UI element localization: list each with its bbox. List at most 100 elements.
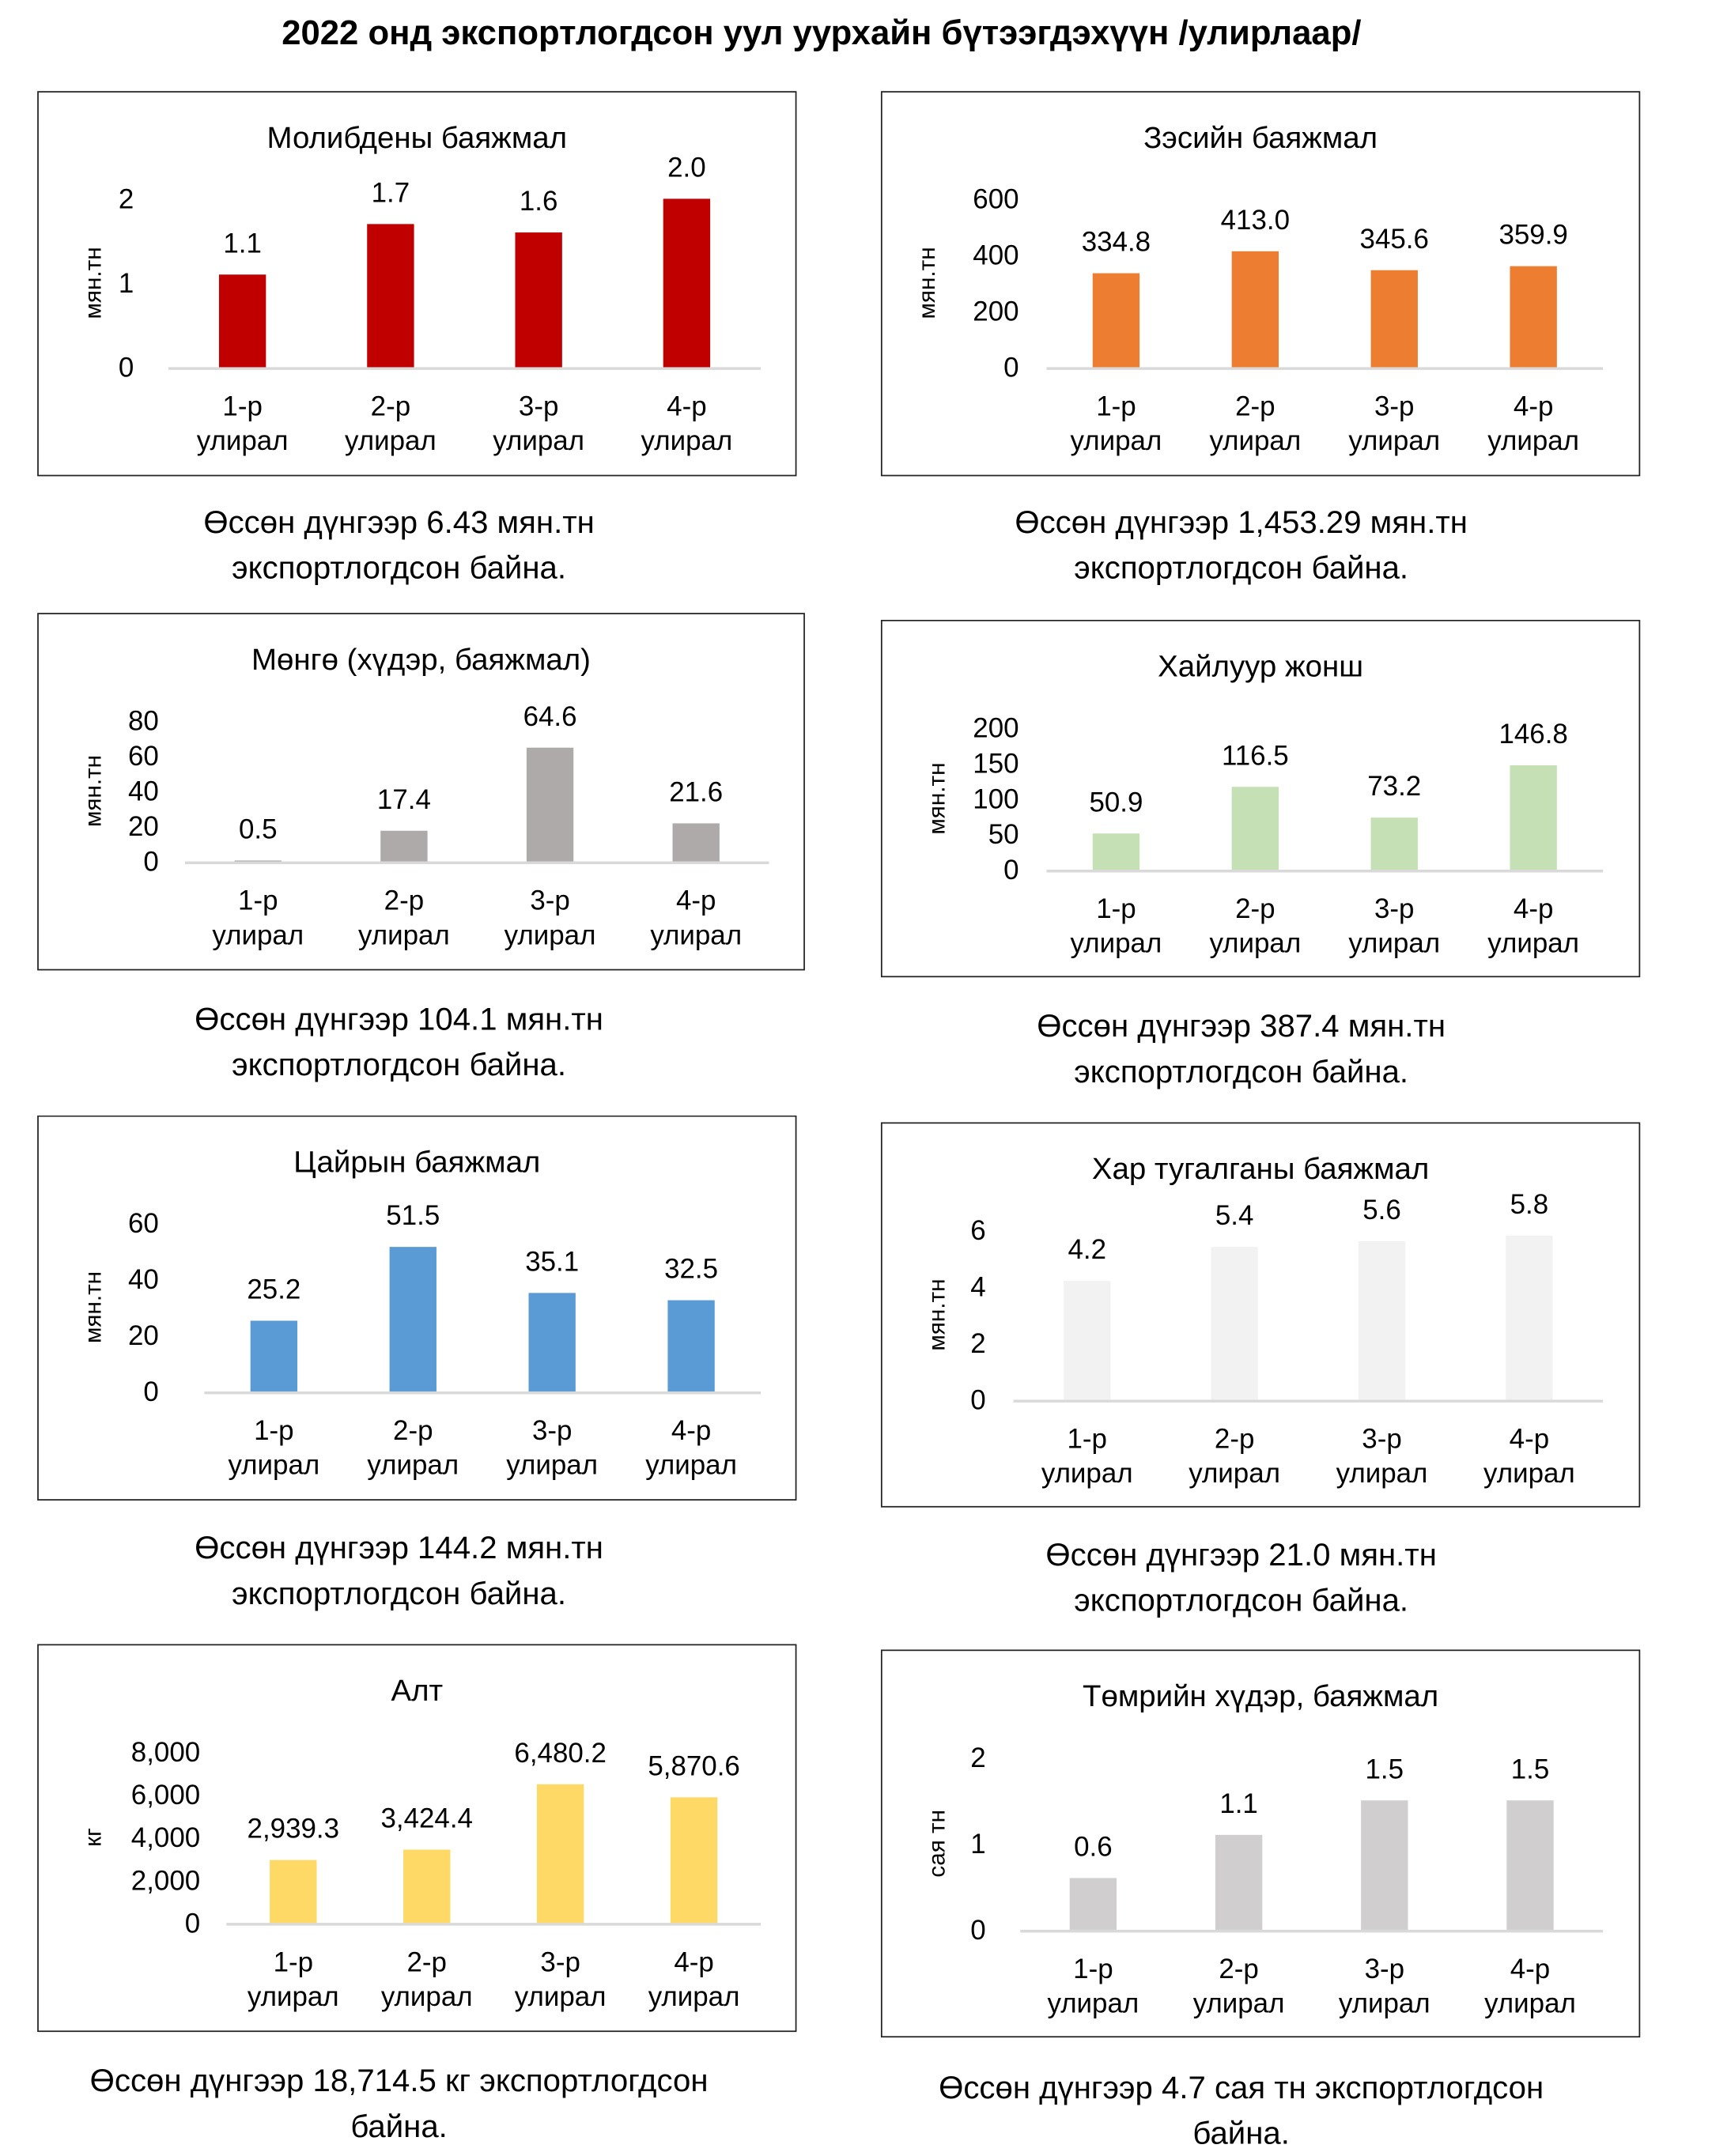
data-label: 3,424.4 — [380, 1803, 472, 1834]
chart-8: Төмрийн хүдэр, баяжмал 0 1 2 сая тн 0.6 1-р ули… — [880, 1649, 1641, 2038]
x-tick-label: 3-р — [1365, 1954, 1404, 1984]
data-label: 25.2 — [247, 1274, 300, 1305]
x-tick-label: улирал — [381, 1981, 473, 2012]
x-tick-label: улирал — [1336, 1458, 1428, 1489]
x-tick-label: 1-р — [238, 885, 278, 916]
y-tick-label: 40 — [128, 776, 159, 807]
bar — [670, 1797, 718, 1924]
caption-line: экспортлогдсон байна. — [1074, 1581, 1409, 1618]
x-tick-label: улирал — [1348, 928, 1440, 959]
y-tick-label: 1 — [119, 268, 134, 299]
caption-line: экспортлогдсон байна. — [1074, 549, 1409, 586]
x-tick-label: 4-р — [671, 1415, 711, 1446]
x-tick-label: 2-р — [1235, 391, 1275, 422]
x-tick-label: 3-р — [1374, 391, 1414, 422]
chart-plot: 0246мян.тн4.21-рулирал5.42-рулирал5.63-р… — [924, 1189, 1604, 1489]
chart-title: Хайлуур жонш — [1158, 648, 1364, 684]
data-label: 1.6 — [520, 186, 558, 217]
x-tick-label: 1-р — [254, 1415, 293, 1446]
y-tick-label: 100 — [973, 783, 1019, 814]
y-tick-label: 20 — [128, 1320, 159, 1351]
x-tick-label: улирал — [248, 1981, 339, 2012]
bar — [1064, 1281, 1111, 1400]
x-tick-label: улирал — [1483, 1458, 1575, 1489]
caption-line: Өссөн дүнгээр 104.1 мян.тн — [195, 1000, 603, 1037]
y-axis-label: мян.тн — [914, 247, 940, 319]
chart-caption: Өссөн дүнгээр 144.2 мян.тн экспортлогдсон… — [0, 1525, 813, 1616]
x-tick-label: улирал — [1209, 928, 1301, 959]
x-tick-label: улирал — [641, 425, 733, 456]
bar — [528, 1293, 576, 1391]
x-tick-label: улирал — [212, 919, 304, 950]
bar — [1361, 1800, 1408, 1930]
x-tick-label: 2-р — [1215, 1424, 1254, 1455]
bar — [1215, 1834, 1263, 1930]
caption-line: байна. — [1192, 2114, 1290, 2151]
chart-title: Мөнгө (хүдэр, баяжмал) — [251, 641, 591, 677]
data-label: 1.7 — [372, 177, 410, 208]
data-label: 21.6 — [669, 776, 723, 807]
y-tick-label: 60 — [128, 1208, 159, 1239]
bar — [1358, 1241, 1406, 1400]
x-tick-label: улирал — [228, 1450, 319, 1481]
y-tick-label: 200 — [973, 712, 1019, 743]
x-tick-label: 4-р — [1514, 893, 1553, 924]
caption-line: Өссөн дүнгээр 18,714.5 кг экспортлогдсон — [89, 2062, 709, 2098]
x-tick-label: улирал — [648, 1981, 740, 2012]
y-axis-label: мян.тн — [80, 247, 106, 319]
x-tick-label: улирал — [1348, 425, 1440, 456]
caption-line: Өссөн дүнгээр 1,453.29 мян.тн — [1015, 504, 1468, 540]
x-tick-label: улирал — [1487, 928, 1579, 959]
data-label: 2.0 — [667, 152, 706, 183]
data-label: 345.6 — [1360, 224, 1429, 255]
chart-title: Зэсийн баяжмал — [1143, 119, 1378, 155]
x-tick-label: 4-р — [1514, 391, 1553, 422]
bar — [218, 274, 266, 368]
y-tick-label: 8,000 — [131, 1737, 200, 1768]
chart-4: Хайлуур жонш 0 50 100 150 200 мян.тн 50.9 1-р ули… — [880, 619, 1641, 978]
y-tick-label: 0 — [143, 1376, 158, 1407]
x-tick-label: 1-р — [222, 391, 262, 422]
x-tick-label: улирал — [1339, 1988, 1430, 2019]
bar — [1092, 273, 1140, 368]
data-label: 359.9 — [1498, 220, 1567, 251]
data-label: 6,480.2 — [514, 1738, 606, 1769]
chart-caption: Өссөн дүнгээр 21.0 мян.тн экспортлогдсон … — [827, 1532, 1656, 1623]
caption-line: экспортлогдсон байна. — [232, 1575, 567, 1611]
chart-title: Алт — [391, 1673, 444, 1708]
bar — [1069, 1878, 1117, 1930]
caption-line: экспортлогдсон байна. — [232, 549, 567, 586]
data-label: 0.6 — [1074, 1831, 1113, 1862]
x-tick-label: 3-р — [530, 885, 569, 916]
y-axis-label: кг — [80, 1828, 106, 1847]
y-tick-label: 0 — [119, 353, 134, 383]
y-tick-label: 0 — [970, 1385, 985, 1416]
caption-line: байна. — [350, 2108, 448, 2144]
bar — [403, 1849, 451, 1924]
y-tick-label: 6 — [970, 1215, 985, 1246]
chart-plot: 0 2,000 4,000 6,000 8,000 кг 2,939.3 1-р улирал 3… — [80, 1737, 762, 2012]
x-tick-label: 2-р — [393, 1415, 433, 1446]
chart-caption: Өссөн дүнгээр 18,714.5 кг экспортлогдсон… — [0, 2058, 813, 2149]
data-label: 1.1 — [223, 228, 262, 259]
data-label: 5,870.6 — [648, 1750, 739, 1781]
bar — [1370, 270, 1418, 368]
x-tick-label: 2-р — [384, 885, 424, 916]
data-label: 1.5 — [1511, 1754, 1550, 1784]
x-tick-label: улирал — [358, 919, 450, 950]
y-tick-label: 60 — [128, 741, 159, 772]
y-tick-label: 0 — [1003, 855, 1019, 885]
bar — [1231, 251, 1279, 368]
chart-caption: Өссөн дүнгээр 6.43 мян.тн экспортлогдсон … — [0, 500, 813, 591]
x-tick-label: 1-р — [1096, 893, 1136, 924]
x-tick-label: 3-р — [540, 1946, 580, 1977]
chart-7: Алт 0 2,000 4,000 6,000 8,000 кг 2,939.3 1-р улир… — [37, 1644, 797, 2033]
x-tick-label: улирал — [515, 1981, 607, 2012]
bar — [663, 198, 711, 368]
x-tick-label: 1-р — [1096, 391, 1136, 422]
y-tick-label: 2 — [970, 1743, 985, 1773]
x-tick-label: улирал — [1071, 425, 1162, 456]
x-tick-label: 4-р — [676, 885, 716, 916]
caption-line: Өссөн дүнгээр 387.4 мян.тн — [1037, 1007, 1446, 1044]
data-label: 5.8 — [1510, 1189, 1549, 1220]
